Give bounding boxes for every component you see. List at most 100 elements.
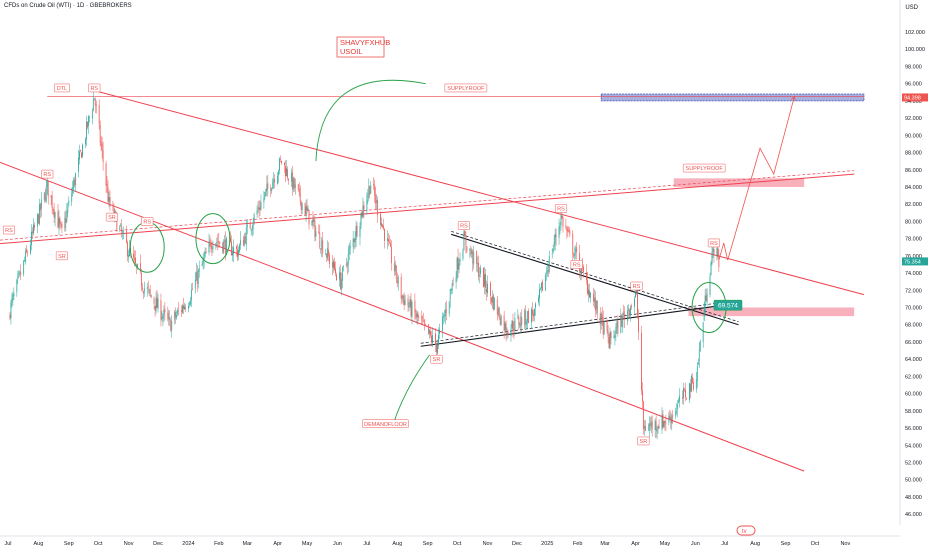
candle-body xyxy=(415,313,417,318)
candle-96 xyxy=(140,268,142,292)
candle-body xyxy=(682,397,683,399)
candle-327 xyxy=(457,248,459,279)
candle-97 xyxy=(141,282,143,292)
green-ellipse-1 xyxy=(195,213,231,265)
candle-body xyxy=(628,308,630,311)
candle-476 xyxy=(662,410,664,429)
candle-body xyxy=(517,316,519,319)
candle-body xyxy=(211,248,213,250)
candle-body xyxy=(39,203,41,211)
candle-263 xyxy=(369,185,371,199)
candle-88 xyxy=(129,240,130,257)
candle-53 xyxy=(81,151,82,159)
candle-396 xyxy=(552,244,554,254)
candle-314 xyxy=(439,323,440,340)
candle-148 xyxy=(211,241,213,257)
candle-body xyxy=(223,241,225,253)
candle-434 xyxy=(603,321,605,336)
candle-body xyxy=(369,186,371,195)
candle-152 xyxy=(217,233,219,251)
candle-body xyxy=(513,329,515,331)
currency-label[interactable]: USD xyxy=(905,5,918,11)
candle-163 xyxy=(232,245,233,262)
annotation-4: RS xyxy=(2,225,16,235)
candle-216 xyxy=(305,199,307,222)
candle-body xyxy=(233,247,234,254)
candle-body xyxy=(201,263,203,267)
time-axis[interactable]: Jul Aug Sep Oct Nov Dec 2024 Feb Mar Apr May Jun Jul… xyxy=(0,535,900,547)
candle-317 xyxy=(443,309,445,322)
candle-161 xyxy=(230,231,231,243)
annotation-text: SR xyxy=(640,439,648,445)
candle-body xyxy=(256,210,258,215)
annotation-box xyxy=(682,163,726,173)
price-axis[interactable]: 46.000 48.000 50.000 52.000 54.000 56.000 58.0… xyxy=(899,0,928,525)
candle-body xyxy=(355,226,357,241)
candle-body xyxy=(322,239,324,254)
candle-82 xyxy=(121,219,123,238)
candle-body xyxy=(327,248,329,259)
candle-426 xyxy=(593,289,595,309)
annotation-9: RS xyxy=(457,221,470,230)
candle-body xyxy=(595,300,597,310)
candle-262 xyxy=(368,178,370,202)
candle-87 xyxy=(128,249,130,263)
candle-body xyxy=(313,219,315,222)
candle-body xyxy=(123,231,125,233)
candle-body xyxy=(593,297,595,303)
candle-body xyxy=(188,303,190,305)
candle-body xyxy=(670,417,672,423)
time-tick: May xyxy=(660,541,671,547)
candle-body xyxy=(258,206,260,210)
candle-body xyxy=(664,421,666,424)
candle-282 xyxy=(395,265,397,284)
candle-299 xyxy=(418,314,420,322)
candle-122 xyxy=(176,310,178,320)
candle-353 xyxy=(492,293,494,311)
annotation-3: SUPPLYROOF xyxy=(682,163,726,173)
candle-body xyxy=(218,241,220,243)
candle-body xyxy=(603,321,605,334)
candle-body xyxy=(596,300,598,314)
time-tick: Mar xyxy=(242,541,252,547)
candle-body xyxy=(210,242,212,249)
candle-180 xyxy=(256,205,258,219)
candle-119 xyxy=(171,315,173,338)
candle-225 xyxy=(318,224,320,234)
candle-354 xyxy=(493,296,495,310)
candle-436 xyxy=(607,325,609,344)
candle-body xyxy=(615,327,617,334)
candle-41 xyxy=(65,209,67,232)
candle-37 xyxy=(59,216,61,230)
price-tick: 96.000 xyxy=(905,82,922,88)
candle-73 xyxy=(108,191,110,208)
candle-393 xyxy=(547,265,549,277)
candle-body xyxy=(458,263,460,270)
price-tick: 102.000 xyxy=(905,30,925,36)
candle-186 xyxy=(264,191,266,200)
candle-136 xyxy=(195,263,197,281)
candle-320 xyxy=(448,300,450,317)
symbol-title: CFDs on Crude Oil (WTI) · 1D · GBEBROKER… xyxy=(4,3,132,9)
candle-body xyxy=(623,311,625,315)
candle-body xyxy=(189,300,191,305)
candle-body xyxy=(533,313,534,317)
candle-body xyxy=(394,264,396,271)
candle-body xyxy=(462,250,464,259)
candle-body xyxy=(161,317,163,319)
annotation-box xyxy=(570,260,583,269)
price-tick: 76.000 xyxy=(905,254,922,260)
candle-374 xyxy=(521,309,523,333)
time-tick: Apr xyxy=(631,541,640,547)
candle-490 xyxy=(682,390,683,405)
candle-259 xyxy=(363,201,365,219)
candle-body xyxy=(704,295,706,312)
candle-58 xyxy=(88,115,89,134)
candle-body xyxy=(535,303,536,308)
candle-90 xyxy=(133,245,134,262)
candle-94 xyxy=(137,263,138,270)
candle-441 xyxy=(614,330,616,346)
candle-125 xyxy=(181,305,182,318)
candle-body xyxy=(73,179,75,189)
